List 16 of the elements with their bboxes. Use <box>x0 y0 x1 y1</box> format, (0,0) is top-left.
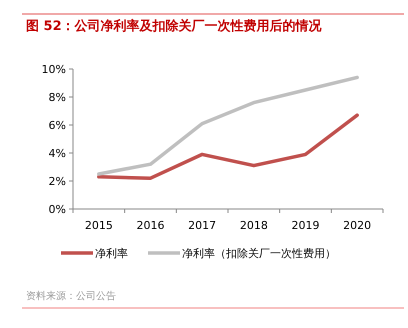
x-tick-label: 2017 <box>188 219 216 232</box>
y-tick-label: 0% <box>48 203 66 216</box>
legend-label: 净利率（扣除关厂一次性费用） <box>182 247 336 260</box>
chart-title: 图 52：公司净利率及扣除关厂一次性费用后的情况 <box>26 18 323 34</box>
legend-label: 净利率 <box>95 247 128 260</box>
y-tick-label: 2% <box>48 175 66 188</box>
y-tick-label: 4% <box>48 147 66 160</box>
x-tick-label: 2020 <box>343 219 372 232</box>
x-tick-label: 2018 <box>240 219 268 232</box>
text: 资料来源：公司公告 <box>26 290 116 302</box>
x-tick-label: 2019 <box>292 219 320 232</box>
x-tick-label: 2016 <box>136 219 164 232</box>
x-tick-label: 2015 <box>84 219 113 232</box>
y-tick-label: 10% <box>42 63 66 76</box>
y-tick-label: 6% <box>48 119 66 132</box>
y-tick-label: 8% <box>48 91 66 104</box>
